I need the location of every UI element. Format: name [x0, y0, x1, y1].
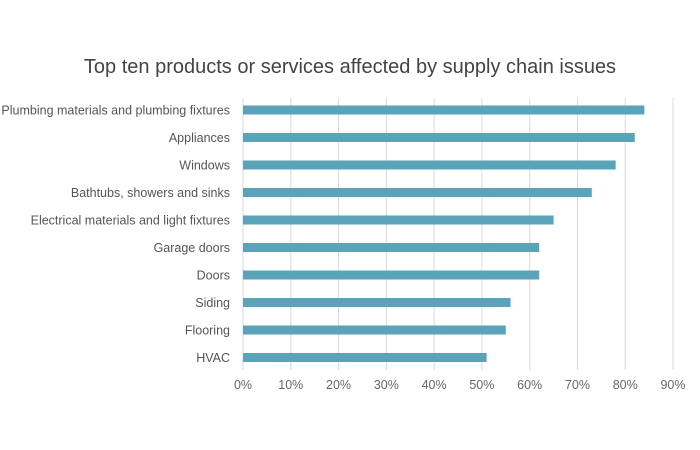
category-label: Appliances: [169, 131, 230, 145]
bar: [243, 325, 506, 335]
x-tick-label: 70%: [565, 378, 590, 392]
category-label: HVAC: [196, 351, 230, 365]
bar: [243, 133, 635, 142]
x-tick-label: 90%: [660, 378, 685, 392]
category-label: Flooring: [185, 324, 230, 338]
x-tick-label: 30%: [374, 378, 399, 392]
category-label: Plumbing materials and plumbing fixtures: [1, 104, 230, 118]
x-tick-label: 80%: [613, 378, 638, 392]
bar: [243, 215, 554, 225]
bar: [243, 243, 540, 252]
category-label: Doors: [197, 269, 230, 283]
bar: [243, 188, 592, 197]
category-label: Windows: [179, 159, 230, 173]
x-tick-label: 10%: [278, 378, 303, 392]
category-label: Garage doors: [154, 241, 230, 255]
bar: [243, 270, 540, 280]
category-label: Electrical materials and light fixtures: [31, 214, 230, 228]
bar: [243, 105, 645, 115]
bar: [243, 160, 616, 170]
bar: [243, 353, 487, 362]
category-label: Bathtubs, showers and sinks: [71, 186, 230, 200]
x-tick-label: 0%: [234, 378, 252, 392]
x-tick-label: 40%: [422, 378, 447, 392]
chart-title: Top ten products or services affected by…: [83, 56, 617, 78]
bar: [243, 298, 511, 307]
category-label: Siding: [195, 296, 230, 310]
x-tick-label: 50%: [469, 378, 494, 392]
x-tick-label: 20%: [326, 378, 351, 392]
x-tick-label: 60%: [517, 378, 542, 392]
